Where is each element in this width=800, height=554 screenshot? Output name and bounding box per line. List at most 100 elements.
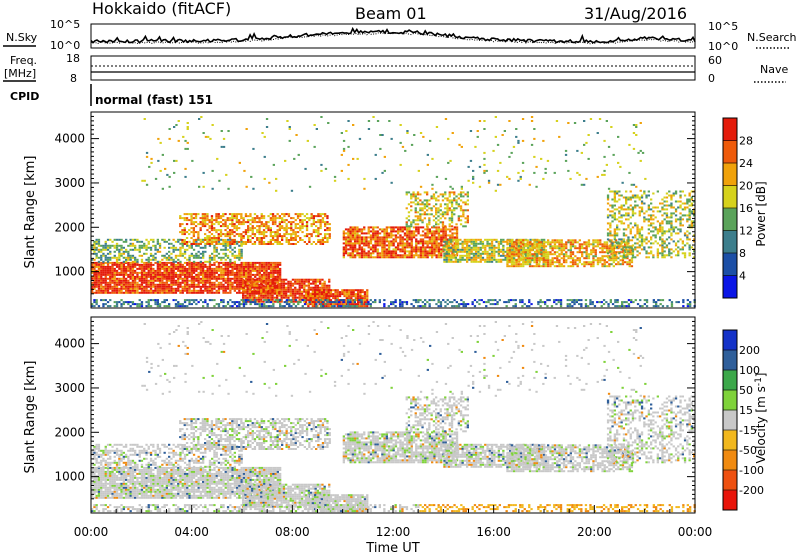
power-cell [638,214,641,217]
power-cell [95,271,98,274]
power-cell [307,278,310,281]
power-cell [616,226,619,229]
power-cell [192,289,196,292]
power-cell [319,215,322,218]
power-cell [149,265,153,268]
power-cell [553,245,557,248]
power-cell [466,238,469,241]
power-cell [138,263,141,266]
power-cell [296,227,300,230]
power-cell [240,233,243,236]
power-cell [399,226,402,229]
power-cell [262,237,266,239]
power-cell [154,289,157,292]
power-cell [508,249,511,252]
power-cell [283,235,286,238]
power-cell [131,287,135,290]
power-cell [576,251,579,254]
power-cell [401,250,404,253]
power-cell [269,263,273,266]
power-cell [224,269,227,272]
power-cell [645,194,648,197]
power-cell [106,263,110,266]
power-cell [599,261,602,264]
power-cell [276,265,279,268]
power-cell [432,225,436,228]
power-cell [613,254,616,257]
power-cell [276,231,279,234]
power-cell [446,199,449,202]
power-cell [274,239,277,241]
power-cell [251,273,255,276]
power-cell [249,267,252,270]
power-cell [442,234,445,237]
power-cell [350,297,353,300]
power-cell [410,256,413,259]
power-cell [269,239,272,241]
power-cell [192,291,196,294]
power-cell [217,267,221,270]
power-cell [269,243,272,245]
power-cell [115,285,119,288]
power-cell [197,237,200,239]
power-cell [650,236,653,239]
power-cell [208,256,212,259]
power-cell [416,197,420,200]
power-cell [587,243,591,246]
power-cell [610,253,613,256]
power-cell [158,263,162,266]
power-cell [628,263,631,266]
power-cell [245,291,248,294]
power-cell [210,237,214,239]
power-cell [440,254,443,257]
power-cell [455,203,458,206]
power-cell [328,237,331,239]
power-cell [626,249,629,252]
power-cell [236,269,239,272]
power-cell [278,292,281,295]
power-cell [594,239,597,242]
power-cell [431,234,434,237]
power-cell [291,294,295,297]
power-cell [549,241,552,244]
power-cell [640,210,644,213]
power-cell [312,241,315,243]
power-cell [461,256,464,259]
power-cell [113,271,116,274]
power-cell [621,259,625,262]
power-cell [122,275,125,278]
power-cell [338,303,342,306]
power-cell [220,273,223,276]
power-cell [349,246,352,249]
power-cell [349,238,352,241]
power-cell [394,226,398,229]
power-cell [161,287,164,290]
power-cell [170,256,173,259]
power-cell [344,238,348,241]
power-cell [104,265,107,268]
power-cell [292,237,295,239]
power-cell [359,305,362,308]
power-cell [439,209,442,212]
power-cell [186,261,189,264]
power-cell [383,228,386,231]
power-cell [177,283,180,286]
power-cell [271,300,274,303]
power-cell [170,285,173,288]
power-cell [236,273,239,276]
power-cell [300,278,304,281]
power-cell [163,285,166,288]
power-cell [601,243,604,246]
power-cell [292,233,295,236]
power-cell [366,297,369,300]
power-cell [195,267,198,270]
power-cell [381,246,384,249]
power-cell [303,241,306,243]
power-cell [328,280,331,283]
power-cell [274,261,277,264]
power-cell [104,291,107,294]
power-cell [213,256,216,259]
power-cell [143,277,146,280]
power-cell [222,223,225,226]
power-cell [515,243,518,246]
